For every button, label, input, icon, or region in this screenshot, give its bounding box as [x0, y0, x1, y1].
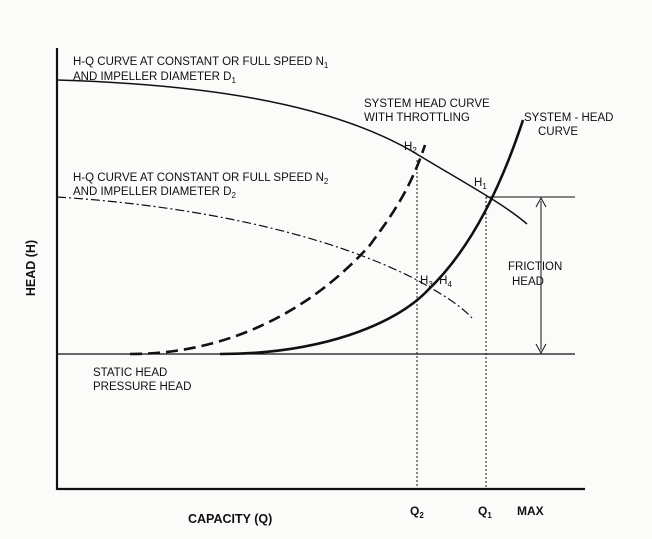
throttling-label-line1: SYSTEM HEAD CURVE: [364, 98, 490, 110]
friction-label-line2: HEAD: [512, 276, 544, 288]
friction-arrow-top: [535, 196, 547, 208]
hq-n2-label-line1: H-Q CURVE AT CONSTANT OR FULL SPEED N2: [73, 172, 329, 186]
static-label-line2: PRESSURE HEAD: [93, 381, 191, 393]
point-h3-h4-label: H3, H4: [420, 275, 452, 289]
point-h2-label: H2: [404, 141, 417, 155]
friction-label-line1: FRICTION: [508, 261, 562, 273]
y-axis-title: HEAD (H): [24, 240, 38, 296]
q2-tick-label: Q2: [410, 504, 424, 520]
hq-n1-label-line2: AND IMPELLER DIAMETER D1: [73, 71, 236, 85]
hq-n1-label-line1: H-Q CURVE AT CONSTANT OR FULL SPEED N1: [73, 56, 329, 70]
point-h1-label: H1: [474, 177, 487, 191]
x-axis-title: CAPACITY (Q): [188, 512, 272, 526]
system-head-curve: [219, 119, 525, 356]
friction-arrow-bottom: [535, 343, 547, 355]
throttling-label-line2: WITH THROTTLING: [364, 112, 470, 124]
max-tick-label: MAX: [517, 504, 544, 518]
system-head-label-line1: SYSTEM - HEAD: [524, 112, 613, 124]
hq-n2-label-line2: AND IMPELLER DIAMETER D2: [73, 186, 236, 200]
system-head-label-line2: CURVE: [538, 126, 578, 138]
q1-tick-label: Q1: [478, 504, 492, 520]
hq-curve-n2: [56, 196, 473, 319]
static-label-line1: STATIC HEAD: [93, 367, 167, 379]
